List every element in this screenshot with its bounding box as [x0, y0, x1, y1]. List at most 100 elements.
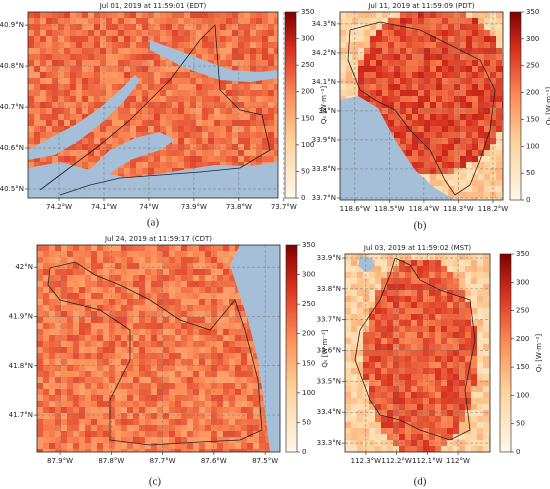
map-cell	[496, 114, 502, 120]
map-cell	[223, 443, 229, 449]
map-cell	[169, 413, 175, 419]
map-cell	[459, 350, 465, 356]
map-cell	[28, 30, 34, 36]
map-cell	[151, 401, 157, 407]
map-cell	[205, 389, 211, 395]
map-cell	[37, 245, 43, 251]
map-cell	[441, 362, 447, 368]
map-cell	[483, 272, 489, 278]
map-cell	[406, 96, 412, 102]
map-cell	[466, 114, 472, 120]
map-cell	[175, 395, 181, 401]
map-cell	[400, 144, 406, 150]
map-cell	[268, 144, 274, 150]
map-cell	[250, 60, 256, 66]
map-cell	[466, 12, 472, 18]
map-cell	[478, 168, 484, 174]
map-cell	[345, 362, 351, 368]
map-cell	[405, 254, 411, 260]
map-cell	[193, 383, 199, 389]
map-cell	[46, 120, 52, 126]
map-cell	[118, 132, 124, 138]
map-cell	[387, 386, 393, 392]
map-cell	[250, 162, 256, 168]
map-cell	[37, 419, 43, 425]
map-cell	[181, 293, 187, 299]
map-cell	[94, 36, 100, 42]
map-cell	[58, 54, 64, 60]
map-cell	[91, 287, 97, 293]
map-cell	[136, 60, 142, 66]
map-cell	[388, 90, 394, 96]
map-cell	[430, 120, 436, 126]
map-cell	[447, 356, 453, 362]
map-cell	[220, 42, 226, 48]
map-cell	[106, 60, 112, 66]
map-cell	[447, 380, 453, 386]
map-cell	[88, 36, 94, 42]
colorbar-tick-label: 300	[526, 35, 539, 43]
map-cell	[381, 254, 387, 260]
map-cell	[256, 36, 262, 42]
map-cell	[163, 425, 169, 431]
map-cell	[399, 308, 405, 314]
map-cell	[435, 344, 441, 350]
map-cell	[459, 446, 465, 452]
map-cell	[472, 24, 478, 30]
map-cell	[477, 380, 483, 386]
map-cell	[67, 305, 73, 311]
map-cell	[55, 413, 61, 419]
map-cell	[79, 419, 85, 425]
map-cell	[100, 42, 106, 48]
map-cell	[187, 359, 193, 365]
map-cell	[205, 359, 211, 365]
map-cell	[435, 308, 441, 314]
map-cell	[193, 437, 199, 443]
map-cell	[226, 84, 232, 90]
map-cell	[169, 437, 175, 443]
map-cell	[223, 257, 229, 263]
map-cell	[411, 278, 417, 284]
map-cell	[67, 311, 73, 317]
map-cell	[351, 446, 357, 452]
map-cell	[85, 299, 91, 305]
map-cell	[133, 389, 139, 395]
map-cell	[448, 180, 454, 186]
map-cell	[465, 368, 471, 374]
map-cell	[199, 323, 205, 329]
map-cell	[115, 263, 121, 269]
map-cell	[382, 96, 388, 102]
map-cell	[430, 144, 436, 150]
map-cell	[489, 290, 490, 296]
map-cell	[145, 251, 151, 257]
map-cell	[55, 269, 61, 275]
map-cell	[375, 296, 381, 302]
map-cell	[139, 425, 145, 431]
map-cell	[454, 156, 460, 162]
map-cell	[226, 120, 232, 126]
map-cell	[394, 30, 400, 36]
map-cell	[199, 311, 205, 317]
colorbar-tick-label: 150	[301, 114, 314, 122]
map-cell	[187, 323, 193, 329]
map-cell	[417, 272, 423, 278]
map-cell	[369, 356, 375, 362]
map-cell	[91, 413, 97, 419]
map-cell	[223, 425, 229, 431]
map-cell	[340, 30, 346, 36]
map-cell	[202, 90, 208, 96]
map-cell	[442, 36, 448, 42]
map-cell	[220, 36, 226, 42]
map-cell	[82, 156, 88, 162]
map-cell	[393, 392, 399, 398]
map-cell	[163, 359, 169, 365]
map-cell	[178, 120, 184, 126]
map-cell	[388, 102, 394, 108]
map-cell	[109, 413, 115, 419]
map-cell	[364, 24, 370, 30]
map-cell	[345, 416, 351, 422]
map-cell	[79, 311, 85, 317]
map-cell	[163, 299, 169, 305]
map-cell	[424, 126, 430, 132]
map-cell	[340, 12, 346, 18]
